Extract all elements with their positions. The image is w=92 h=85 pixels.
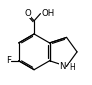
Text: F: F xyxy=(6,56,11,65)
Text: O: O xyxy=(24,9,31,18)
Text: H: H xyxy=(69,63,75,72)
Text: N: N xyxy=(59,62,66,71)
Text: OH: OH xyxy=(41,9,55,18)
